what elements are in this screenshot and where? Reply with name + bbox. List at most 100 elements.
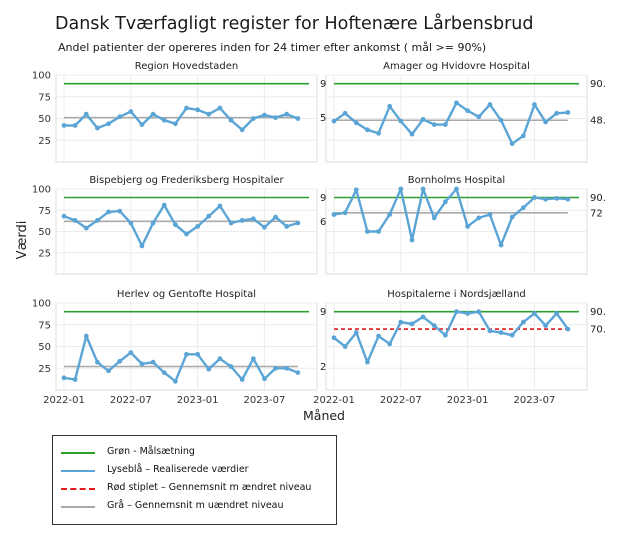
panel-3-title: Bispebjerg og Frederiksberg Hospitaler [89, 175, 284, 186]
panel-6-data-point [431, 323, 437, 329]
panel-2-mean-label: 48. [590, 116, 606, 127]
panel-2-data-point [376, 130, 381, 136]
panel-6-data-point [387, 341, 393, 347]
panel-6-data-point [331, 335, 337, 341]
panel-4-data-point [342, 210, 348, 216]
panel-1-data-point [295, 116, 301, 121]
panel-4-data-point [353, 187, 359, 193]
panel-5-data-point [295, 370, 301, 375]
panel-2-title: Amager og Hvidovre Hospital [383, 61, 530, 72]
panel-2-series-line [333, 101, 568, 145]
panel-1-title: Region Hovedstaden [135, 61, 239, 72]
panel-4-data-point [532, 195, 537, 200]
panel-2-data-point [353, 120, 359, 126]
panel-1-data-point [128, 109, 134, 114]
panel-2-data-point [465, 108, 471, 114]
panel-5-data-point [139, 361, 145, 367]
panel-2-data-point [498, 117, 504, 123]
panel-4-data-point [498, 242, 504, 248]
panel-6-x-tick-label: 2022-07 [380, 395, 422, 406]
page-title: Dansk Tværfagligt register for Hoftenære… [55, 14, 534, 34]
panel-5-y-tick-label: 50 [38, 342, 51, 353]
panel-1-data-point [250, 116, 256, 121]
panel-2-data-point [387, 103, 393, 109]
panel-6-data-point [454, 309, 459, 315]
panel-4-title: Bornholms Hospital [408, 175, 505, 186]
panel-6-data-point [532, 311, 537, 316]
panel-5-y-tick-label: 100 [32, 299, 51, 310]
panel-2-data-point [398, 118, 404, 124]
panel-6-data-point [487, 328, 493, 334]
panel-1-data-point [95, 125, 100, 131]
panel-4-data-point [554, 195, 560, 201]
panel-4-data-point [442, 199, 448, 205]
panel-5-data-point [206, 366, 212, 372]
panel-1-data-point [239, 127, 245, 133]
panel-1-data-point [284, 111, 290, 117]
panel-4-series-line [333, 187, 568, 247]
panel-1-data-point [72, 123, 78, 128]
panel-5-data-point [217, 356, 223, 362]
panel-2-data-point [543, 119, 548, 125]
panel-5-data-point [83, 333, 89, 339]
legend: Grøn - Målsætning Lyseblå – Realiserede … [52, 435, 337, 525]
panel-1-data-point [117, 114, 123, 120]
panel-5-data-point [128, 350, 134, 355]
panel-3-data-point [117, 208, 123, 214]
panel-1-data-point [228, 117, 234, 123]
panel-6-data-point [409, 321, 415, 327]
panel-3-data-point [273, 214, 278, 220]
panel-5-data-point [161, 370, 167, 375]
panel-6-data-point [520, 319, 526, 325]
panel-3-data-point [206, 213, 212, 219]
panel-1-data-point [273, 115, 278, 121]
panel-3-y-tick-label: 25 [38, 248, 51, 259]
panel-5-title: Herlev og Gentofte Hospital [117, 289, 256, 300]
panel-1-y-tick-label: 100 [32, 71, 51, 82]
panel-5-data-point [95, 359, 100, 365]
panel-4-data-point [409, 237, 415, 243]
panel-6-series-line [333, 310, 569, 364]
panel-5-x-tick-label: 2022-01 [43, 395, 85, 406]
panel-6-data-point [565, 326, 571, 332]
x-axis-title: Måned [303, 408, 345, 423]
panel-2-data-point [409, 131, 415, 137]
legend-label-mean-unchanged: Grå – Gennemsnit m uændret niveau [107, 500, 284, 511]
panel-4-data-point [376, 229, 381, 234]
page-subtitle: Andel patienter der opereres inden for 2… [58, 41, 487, 54]
panel-5-data-point [172, 378, 178, 384]
panel-4-data-point [331, 212, 337, 217]
panel-2-data-point [420, 116, 426, 122]
panel-1-data-point [150, 111, 156, 117]
panel-3-data-point [61, 213, 67, 219]
panel-3-data-point [128, 220, 134, 226]
panel-4-data-point [465, 224, 471, 229]
panel-1-data-point [139, 122, 145, 127]
panel-3-data-point [295, 220, 301, 226]
legend-swatch-mean-changed [61, 488, 95, 490]
panel-3-y-tick-label: 50 [38, 227, 51, 238]
panel-1-data-point [161, 117, 167, 123]
panel-3-data-point [228, 220, 234, 226]
panel-6-data-point [543, 323, 548, 329]
panel-5-data-point [150, 359, 156, 365]
panel-4-data-point [476, 215, 482, 221]
panel-5-data-point [239, 377, 245, 382]
panel-4-data-point [543, 196, 548, 202]
panel-3-data-point [239, 218, 245, 223]
panel-5-y-tick-label: 25 [38, 364, 51, 375]
panel-2-data-point [487, 102, 493, 107]
panel-5-data-point [117, 358, 123, 364]
panel-1-data-point [262, 112, 267, 118]
panel-1-data-point [184, 105, 189, 111]
panel-1-data-point [83, 111, 89, 117]
panel-3-y-tick-label: 75 [38, 206, 51, 217]
panel-5-data-point [106, 368, 111, 374]
panel-3-series-line [63, 203, 299, 248]
panel-3-data-point [150, 220, 156, 226]
panel-4-data-point [565, 196, 571, 202]
panel-4-data-point [387, 212, 393, 217]
panel-2-data-point [454, 100, 459, 106]
panel-3-data-point [83, 225, 89, 231]
panel-2-data-point [431, 122, 437, 127]
